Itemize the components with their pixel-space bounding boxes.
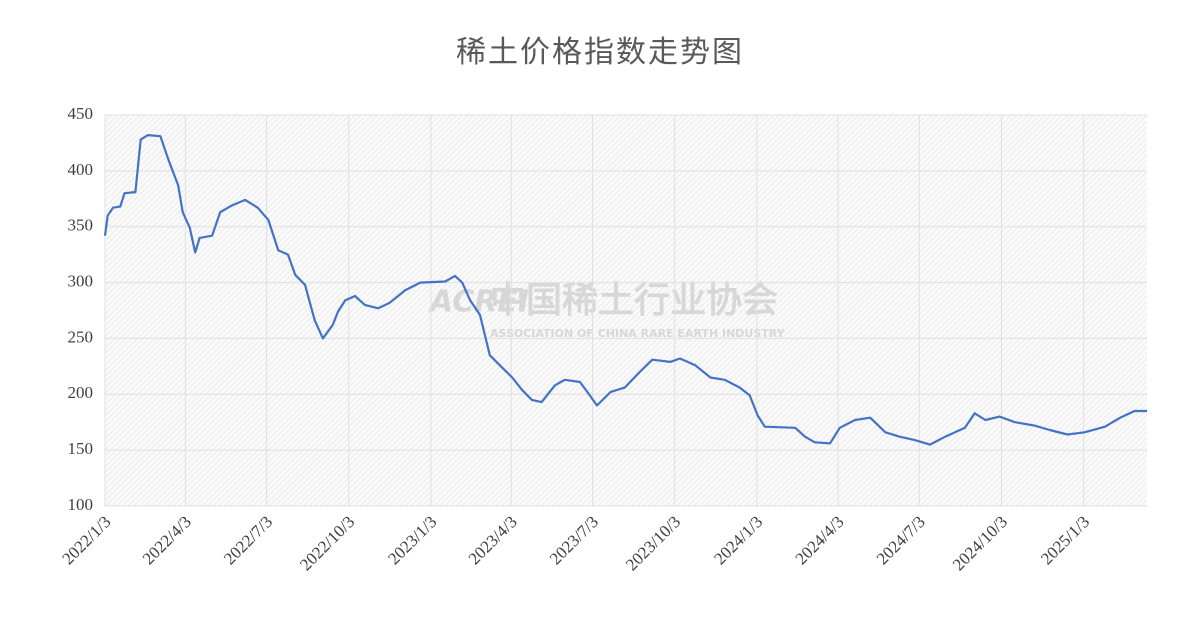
x-tick-label: 2024/10/3: [949, 512, 1011, 574]
x-tick-label: 2022/4/3: [139, 512, 195, 568]
y-tick-label: 250: [68, 327, 94, 346]
plot: [103, 134, 1147, 446]
x-tick-label: 2022/10/3: [296, 512, 358, 574]
chart-title: 稀土价格指数走势图: [456, 36, 744, 69]
x-tick-label: 2023/1/3: [384, 512, 440, 568]
y-tick-label: 150: [68, 439, 94, 458]
x-tick-label: 2022/7/3: [220, 512, 276, 568]
watermark-name: 中国稀土行业协会: [490, 280, 778, 321]
x-tick-label: 2024/1/3: [710, 512, 766, 568]
y-tick-label: 400: [68, 160, 94, 179]
y-tick-label: 300: [68, 271, 94, 290]
x-tick-label: 2025/1/3: [1037, 512, 1093, 568]
x-tick-label: 2023/7/3: [546, 512, 602, 568]
x-tick-label: 2022/1/3: [58, 512, 114, 568]
y-tick-label: 350: [68, 216, 94, 235]
y-tick-label: 450: [68, 104, 94, 123]
x-tick-label: 2023/4/3: [465, 512, 521, 568]
watermark-subtitle: ASSOCIATION OF CHINA RARE EARTH INDUSTRY: [490, 327, 786, 340]
watermark: ACREI 中国稀土行业协会 ASSOCIATION OF CHINA RARE…: [428, 280, 786, 340]
data-line: [103, 134, 1147, 446]
y-tick-label: 100: [68, 495, 94, 514]
x-tick-label: 2024/4/3: [791, 512, 847, 568]
grid: [104, 114, 1147, 507]
plot-area: [105, 115, 1147, 506]
x-tick-label: 2023/10/3: [622, 512, 684, 574]
x-tick-label: 2024/7/3: [873, 512, 929, 568]
y-tick-label: 200: [68, 383, 94, 402]
